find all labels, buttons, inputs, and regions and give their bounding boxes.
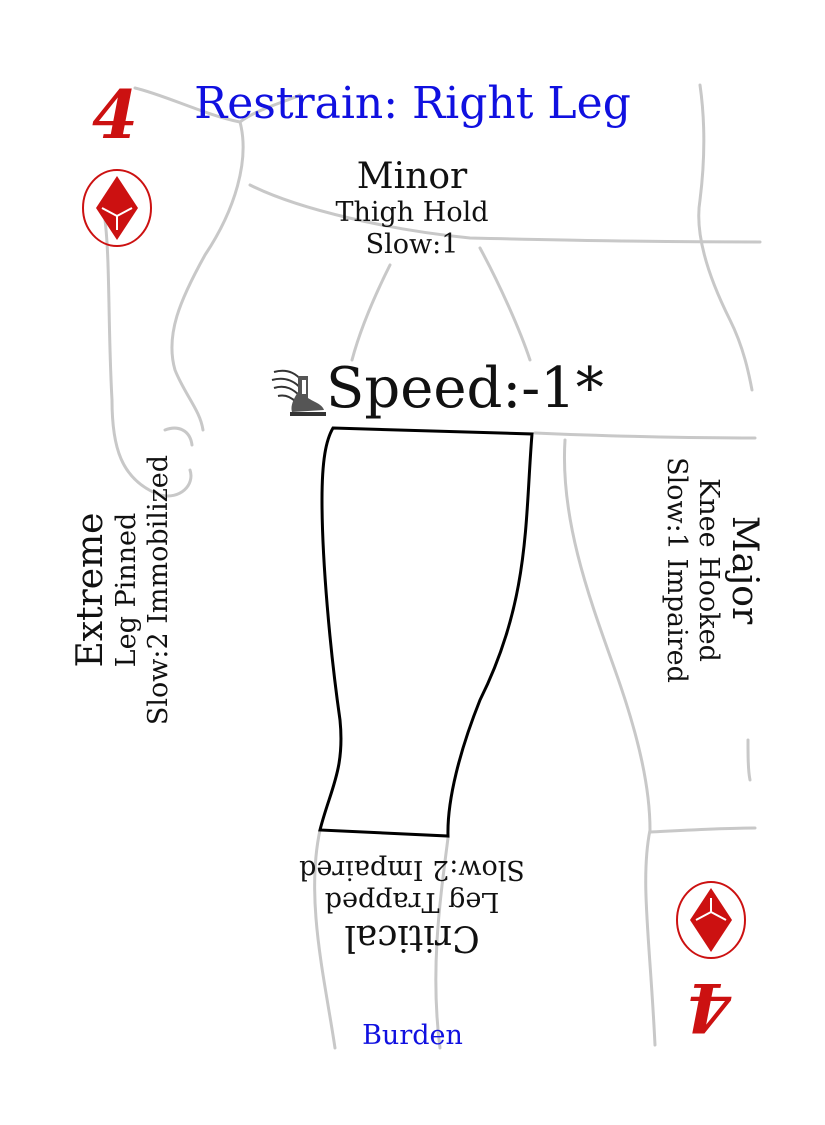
extreme-effect: Slow:2 Immobilized xyxy=(143,454,174,726)
major-effect: Slow:1 Impaired xyxy=(661,457,692,683)
extreme-label: Extreme xyxy=(70,512,111,668)
critical-severity: Critical Leg Trapped Slow:2 Impaired xyxy=(262,848,562,958)
minor-name: Thigh Hold xyxy=(335,197,489,228)
major-name: Knee Hooked xyxy=(693,478,724,662)
card-title: Restrain: Right Leg xyxy=(194,78,631,129)
major-severity: Major Knee Hooked Slow:1 Impaired xyxy=(625,420,765,720)
winged-boot-icon xyxy=(271,369,326,416)
minor-label: Minor xyxy=(356,156,468,197)
right-leg-highlight xyxy=(318,426,534,838)
major-label: Major xyxy=(724,515,765,625)
burden-label: Burden xyxy=(362,1020,463,1051)
critical-label: Critical xyxy=(344,917,480,958)
extreme-severity: Extreme Leg Pinned Slow:2 Immobilized xyxy=(70,440,210,740)
critical-effect: Slow:2 Impaired xyxy=(299,854,525,885)
diamond-suit-icon xyxy=(676,881,746,959)
speed-stat: Speed:-1* xyxy=(326,356,604,421)
extreme-name: Leg Pinned xyxy=(111,512,142,668)
critical-name: Leg Trapped xyxy=(324,886,500,917)
rank-top-left: 4 xyxy=(92,76,138,154)
diamond-suit-icon xyxy=(82,169,152,247)
minor-severity: Minor Thigh Hold Slow:1 xyxy=(262,156,562,261)
minor-effect: Slow:1 xyxy=(365,229,459,260)
